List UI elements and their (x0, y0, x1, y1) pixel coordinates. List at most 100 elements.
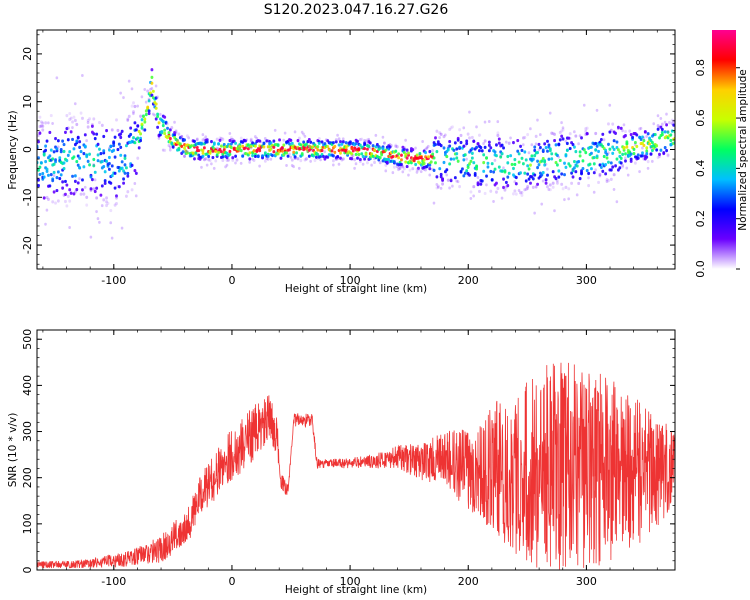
spectrogram-cell (132, 112, 135, 116)
spectrogram-cell (300, 152, 304, 156)
spectrogram-cell (299, 143, 303, 147)
spectrogram-cell (663, 120, 667, 124)
spectrogram-cell (663, 146, 667, 150)
spectrogram-cell (64, 199, 67, 204)
spectrogram-cell (641, 135, 644, 139)
spectrogram-cell (560, 182, 564, 186)
spectrogram-cell (485, 174, 488, 178)
spectrogram-cell (160, 130, 164, 134)
spectrogram-cell (514, 192, 518, 196)
spectrogram-cell (351, 149, 355, 153)
spectrogram-cell (183, 154, 186, 158)
spectrogram-cell (136, 104, 139, 108)
spectrogram-cell (42, 175, 46, 179)
spectrogram-cell (431, 149, 434, 153)
spectrogram-cell (103, 181, 107, 186)
spectrogram-cell (363, 139, 366, 143)
spectrogram-cell (122, 181, 125, 185)
spectrogram-cell (585, 126, 589, 130)
spectrogram-cell (207, 154, 211, 159)
spectrogram-cell (388, 145, 392, 149)
spectrogram-cell (62, 166, 66, 171)
spectrogram-cell (621, 165, 625, 169)
spectrogram-cell (279, 156, 283, 160)
spectrogram-cell (414, 162, 418, 167)
spectrogram-cell (103, 179, 107, 183)
spectrogram-cell (547, 157, 551, 161)
spectrogram-cell (660, 133, 664, 137)
spectrogram-cell (448, 139, 452, 144)
colorbar-tick-label: 0.6 (694, 109, 707, 127)
spectrogram-cell (115, 194, 118, 198)
spectrogram-cell (470, 135, 474, 140)
spectrogram-cell (170, 141, 174, 145)
spectrogram-cell (72, 155, 76, 159)
spectrogram-cell (170, 126, 174, 130)
spectrogram-cell (78, 140, 82, 144)
spectrogram-cell (68, 117, 72, 122)
spectrogram-cell (607, 151, 610, 155)
spectrogram-cell (330, 149, 334, 153)
spectrogram-cell (445, 154, 449, 159)
spectrogram-cell (142, 114, 145, 118)
spectrogram-cell (183, 154, 186, 158)
spectrogram-cell (109, 221, 113, 225)
spectrogram-cell (357, 147, 361, 151)
spectrogram-cell (178, 136, 182, 140)
spectrogram-cell (506, 154, 510, 159)
spectrogram-cell (442, 146, 446, 150)
spectrogram-cell (558, 138, 562, 142)
spectrogram-cell (506, 175, 510, 179)
spectrogram-cell (303, 158, 307, 162)
spectrogram-cell (332, 159, 335, 163)
spectrogram-cell (38, 131, 42, 135)
spectrogram-cell (241, 154, 245, 158)
spectrogram-cell (249, 145, 253, 149)
spectrogram-cell (38, 172, 42, 177)
spectrogram-cell (156, 125, 160, 129)
spectrogram-cell (56, 145, 60, 149)
spectrogram-cell (531, 177, 535, 181)
spectrogram-cell (397, 166, 401, 170)
spectrogram-cell (130, 188, 134, 192)
spectrogram-cell (624, 152, 627, 156)
spectrogram-cell (239, 149, 243, 153)
spectrogram-cell (541, 179, 545, 183)
spectrogram-cell (110, 164, 114, 168)
spectrogram-cell (452, 148, 456, 152)
spectrogram-cell (129, 132, 133, 137)
spectrogram-cell (368, 146, 372, 150)
spectrogram-cell (364, 152, 368, 156)
spectrogram-cell (234, 161, 237, 165)
spectrogram-cell (605, 180, 609, 184)
spectrogram-cell (574, 134, 578, 138)
spectrogram-cell (408, 168, 412, 172)
spectrogram-cell (490, 162, 494, 166)
spectrogram-cell (81, 116, 84, 120)
spectrogram-cell (533, 145, 537, 149)
spectrogram-cell (563, 173, 566, 177)
spectrogram-cell (619, 156, 623, 160)
spectrogram-cell (283, 131, 287, 135)
spectrogram-cell (132, 136, 135, 140)
snr-y-tick-label: 500 (21, 329, 34, 350)
spectrogram-cell (435, 150, 439, 154)
spectrogram-cell (44, 222, 47, 226)
spectrogram-cell (524, 179, 528, 183)
spectrogram-cell (565, 141, 569, 146)
spectrogram-cell (517, 152, 521, 156)
spectrogram-cell (334, 138, 338, 142)
spectrogram-cell (444, 133, 447, 137)
spectrogram-cell (540, 202, 544, 206)
spectrogram-cell (619, 161, 623, 165)
spectrogram-cell (571, 175, 575, 179)
spectrogram-cell (565, 148, 569, 152)
spectrogram-cell (455, 147, 459, 151)
spectrogram-cell (273, 128, 277, 132)
spectrogram-cell (39, 120, 43, 124)
spectrogram-cell (134, 194, 138, 198)
spectrogram-cell (168, 128, 172, 132)
spectrogram-cell (527, 167, 531, 171)
spectrogram-x-tick-label: 0 (228, 274, 235, 287)
spectrogram-cell (428, 173, 432, 177)
